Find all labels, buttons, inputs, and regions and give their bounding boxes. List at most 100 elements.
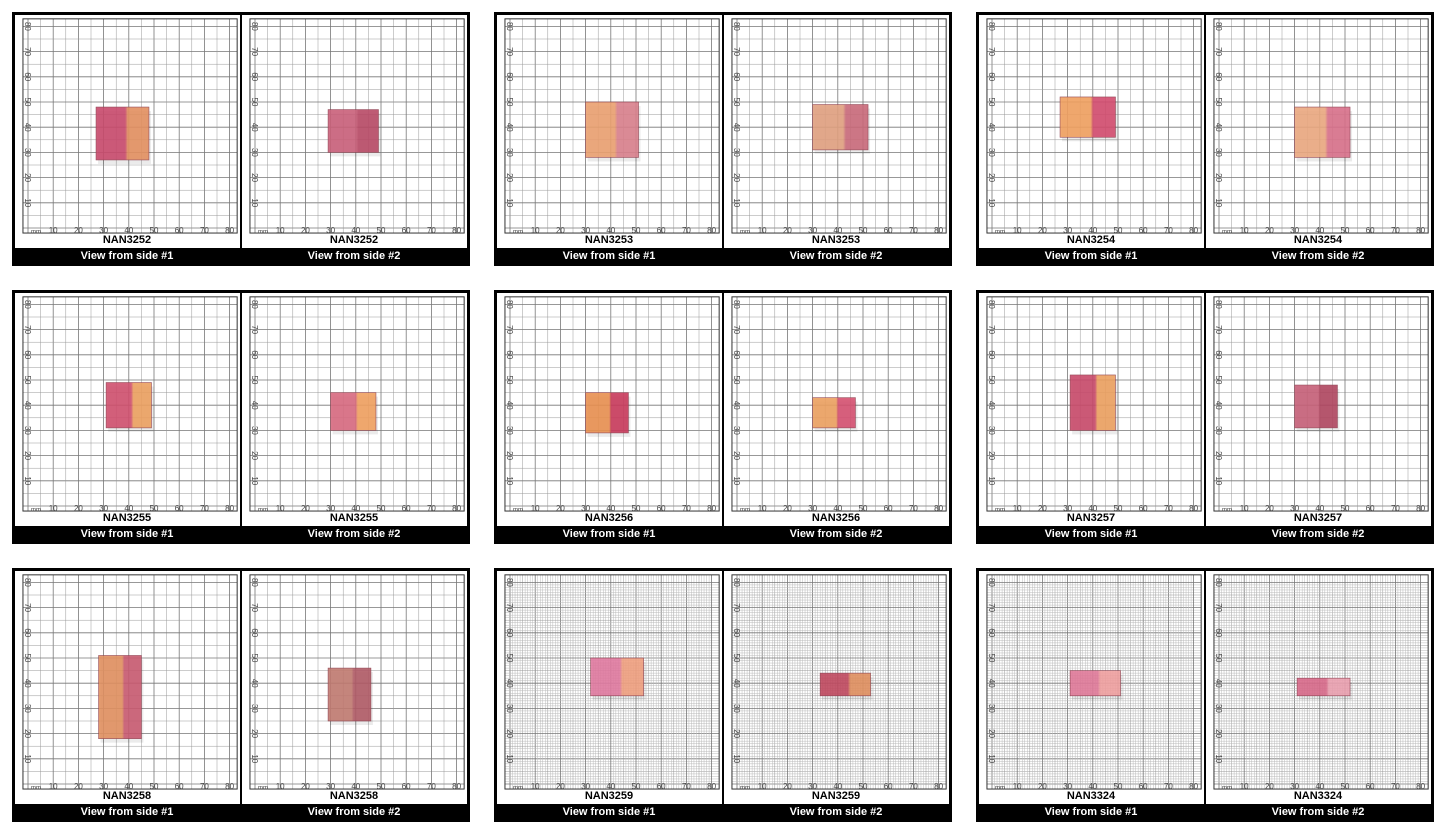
- x-scale-label: 40: [1315, 782, 1324, 791]
- y-scale-label: 20: [732, 729, 741, 738]
- view-caption: View from side #1: [563, 528, 656, 540]
- x-scale-label: 80: [934, 504, 943, 513]
- y-scale-label: 60: [505, 628, 514, 637]
- x-scale-label: 80: [1189, 504, 1198, 513]
- y-scale-label: 50: [505, 654, 514, 663]
- x-scale-label: 40: [606, 226, 615, 235]
- y-scale-label: 50: [1214, 98, 1223, 107]
- x-scale-label: 40: [1088, 782, 1097, 791]
- x-scale-label: 70: [427, 504, 436, 513]
- y-scale-label: 40: [23, 401, 32, 410]
- y-scale-label: 40: [505, 679, 514, 688]
- y-scale-label: 80: [505, 578, 514, 587]
- y-scale-label: 50: [732, 376, 741, 385]
- x-scale-label: 70: [909, 782, 918, 791]
- y-scale-label: 20: [732, 451, 741, 460]
- y-scale-label: 40: [732, 401, 741, 410]
- y-scale-label: 10: [987, 754, 996, 763]
- x-scale-label: 40: [351, 782, 360, 791]
- item-code: NAN3259: [585, 790, 633, 802]
- x-scale-label: 70: [682, 782, 691, 791]
- x-scale-label: 10: [49, 504, 58, 513]
- y-scale-label: 40: [250, 679, 259, 688]
- view-caption: View from side #2: [308, 250, 401, 262]
- y-scale-label: 20: [250, 729, 259, 738]
- y-scale-label: 70: [505, 47, 514, 56]
- x-scale-label: 20: [1038, 226, 1047, 235]
- y-scale-label: 40: [732, 123, 741, 132]
- x-scale-label: 80: [452, 226, 461, 235]
- y-scale-label: 40: [505, 123, 514, 132]
- y-scale-label: 70: [1214, 603, 1223, 612]
- y-scale-label: 50: [732, 654, 741, 663]
- y-scale-label: 60: [987, 628, 996, 637]
- y-scale-label: 50: [987, 654, 996, 663]
- y-scale-label: 80: [732, 22, 741, 31]
- y-scale-label: 70: [732, 47, 741, 56]
- grid-border: [249, 18, 465, 234]
- x-scale-label: 80: [452, 504, 461, 513]
- y-scale-label: 50: [987, 98, 996, 107]
- item-code: NAN3324: [1067, 790, 1116, 802]
- y-scale-label: 40: [23, 123, 32, 132]
- x-scale-label: 30: [581, 226, 590, 235]
- x-scale-label: 40: [1315, 504, 1324, 513]
- y-scale-label: 20: [1214, 173, 1223, 182]
- y-scale-label: 30: [23, 704, 32, 713]
- grid-border: [986, 18, 1202, 234]
- y-scale-label: 30: [987, 704, 996, 713]
- item-code: NAN3253: [812, 234, 860, 246]
- grid-border: [249, 574, 465, 790]
- item-code: NAN3254: [1067, 234, 1116, 246]
- x-scale-label: 50: [859, 226, 868, 235]
- y-scale-label: 80: [1214, 578, 1223, 587]
- grid-border: [22, 18, 238, 234]
- grid-border: [731, 18, 947, 234]
- x-scale-label: 20: [556, 226, 565, 235]
- y-scale-label: 70: [987, 603, 996, 612]
- x-scale-label: 20: [301, 504, 310, 513]
- y-scale-label: 30: [505, 426, 514, 435]
- photo-panel: 10 10 20 20 30 30 40 40 50 50 60 60 70 70 80 80 mm NAN332…: [979, 571, 1204, 804]
- x-scale-label: 50: [377, 782, 386, 791]
- y-scale-label: 80: [987, 578, 996, 587]
- gem-photo: [585, 101, 639, 158]
- item-code: NAN3254: [1294, 234, 1343, 246]
- y-scale-label: 60: [1214, 350, 1223, 359]
- y-scale-label: 60: [250, 350, 259, 359]
- y-scale-label: 20: [505, 451, 514, 460]
- y-scale-label: 30: [732, 426, 741, 435]
- grid-border: [1213, 574, 1429, 790]
- y-scale-label: 30: [250, 426, 259, 435]
- y-scale-label: 10: [23, 198, 32, 207]
- y-scale-label: 50: [1214, 654, 1223, 663]
- y-scale-label: 60: [732, 628, 741, 637]
- y-scale-label: 80: [1214, 300, 1223, 309]
- y-scale-label: 10: [987, 476, 996, 485]
- item-code: NAN3259: [812, 790, 860, 802]
- y-scale-label: 70: [732, 325, 741, 334]
- x-scale-label: 60: [1366, 782, 1375, 791]
- photo-panel: 10 10 20 20 30 30 40 40 50 50 60 60 70 70 80 80 mm NAN325…: [497, 293, 722, 526]
- grid-border: [731, 574, 947, 790]
- x-scale-label: 10: [531, 504, 540, 513]
- gem-photo: [327, 667, 372, 722]
- y-scale-label: 40: [505, 401, 514, 410]
- unit-label: mm: [258, 508, 268, 514]
- x-scale-label: 30: [99, 504, 108, 513]
- unit-label: mm: [740, 230, 750, 236]
- x-scale-label: 20: [556, 782, 565, 791]
- product-card: 10 10 20 20 30 30 40 40 50 50 60 60 70 70 80 80 mm NAN325…: [12, 12, 470, 266]
- gem-photo: [95, 106, 150, 161]
- unit-label: mm: [995, 786, 1005, 792]
- x-scale-label: 60: [402, 226, 411, 235]
- y-scale-label: 40: [732, 679, 741, 688]
- y-scale-label: 10: [1214, 754, 1223, 763]
- y-scale-label: 50: [23, 376, 32, 385]
- y-scale-label: 20: [732, 173, 741, 182]
- x-scale-label: 10: [276, 782, 285, 791]
- photo-panel: 10 10 20 20 30 30 40 40 50 50 60 60 70 70 80 80 mm NAN325…: [724, 293, 949, 526]
- y-scale-label: 70: [23, 47, 32, 56]
- y-scale-label: 60: [23, 72, 32, 81]
- x-scale-label: 20: [74, 226, 83, 235]
